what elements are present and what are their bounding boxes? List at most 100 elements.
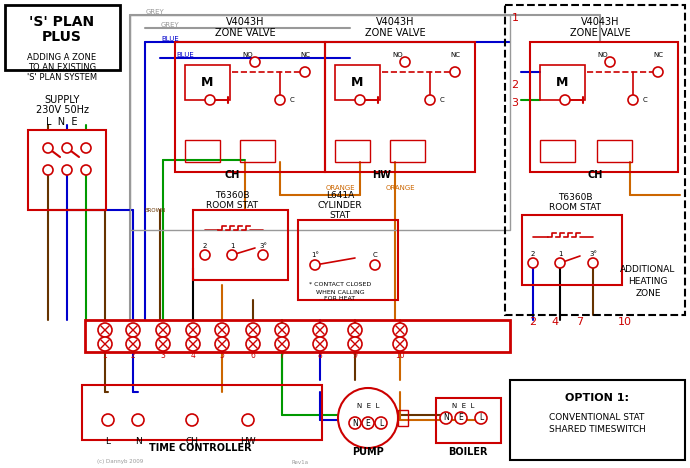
Text: 1: 1 [558, 251, 562, 257]
Circle shape [98, 337, 112, 351]
Text: N: N [352, 418, 358, 427]
Text: N  E  L: N E L [452, 403, 474, 409]
Text: L: L [106, 438, 110, 446]
Circle shape [313, 323, 327, 337]
Text: 2: 2 [130, 351, 135, 359]
Text: N  E  L: N E L [357, 403, 380, 409]
Circle shape [227, 250, 237, 260]
Circle shape [215, 337, 229, 351]
Text: PUMP: PUMP [352, 447, 384, 457]
Text: 3°: 3° [589, 251, 597, 257]
Text: 3°: 3° [259, 243, 267, 249]
Text: T6360B: T6360B [558, 193, 592, 203]
Text: 6: 6 [250, 351, 255, 359]
Bar [335, 65, 380, 100]
Circle shape [400, 57, 410, 67]
Bar [522, 215, 622, 285]
Text: ORANGE: ORANGE [385, 185, 415, 191]
Circle shape [156, 323, 170, 337]
Text: C: C [440, 97, 444, 103]
Text: 10: 10 [395, 351, 405, 359]
Text: 4: 4 [551, 317, 559, 327]
Bar [335, 140, 370, 162]
Text: 10: 10 [618, 317, 632, 327]
Text: 9: 9 [353, 351, 357, 359]
Text: 3: 3 [511, 98, 518, 108]
Circle shape [338, 388, 398, 448]
Circle shape [375, 417, 387, 429]
Text: ZONE VALVE: ZONE VALVE [215, 28, 275, 38]
Text: ROOM STAT: ROOM STAT [549, 204, 601, 212]
Text: BLUE: BLUE [176, 52, 194, 58]
Circle shape [370, 260, 380, 270]
Text: PLUS: PLUS [42, 30, 82, 44]
Circle shape [393, 323, 407, 337]
Circle shape [275, 323, 289, 337]
Circle shape [475, 412, 487, 424]
Bar [193, 210, 288, 280]
Text: 'S' PLAN: 'S' PLAN [30, 15, 95, 29]
Text: E: E [459, 414, 464, 423]
Circle shape [653, 67, 663, 77]
Bar [540, 140, 575, 162]
Bar [597, 140, 632, 162]
Text: 1: 1 [230, 243, 234, 249]
Circle shape [440, 412, 452, 424]
Text: 7: 7 [576, 317, 584, 327]
Circle shape [300, 67, 310, 77]
Circle shape [132, 414, 144, 426]
Circle shape [102, 414, 114, 426]
Text: ZONE: ZONE [635, 290, 661, 299]
Bar [298, 220, 398, 300]
Text: ROOM STAT: ROOM STAT [206, 200, 258, 210]
Text: STAT: STAT [329, 211, 351, 219]
Text: M: M [351, 75, 363, 88]
Circle shape [126, 337, 140, 351]
Text: C: C [373, 252, 377, 258]
Circle shape [560, 95, 570, 105]
Circle shape [43, 143, 53, 153]
Circle shape [555, 258, 565, 268]
Text: N: N [443, 414, 449, 423]
Text: NO: NO [393, 52, 404, 58]
Text: L641A: L641A [326, 190, 354, 199]
Circle shape [186, 323, 200, 337]
Text: 'S' PLAN SYSTEM: 'S' PLAN SYSTEM [27, 73, 97, 81]
Bar [240, 140, 275, 162]
Text: CYLINDER: CYLINDER [317, 200, 362, 210]
Text: C: C [642, 97, 647, 103]
Text: V4043H: V4043H [226, 17, 264, 27]
Circle shape [246, 323, 260, 337]
Circle shape [246, 337, 260, 351]
Text: CONVENTIONAL STAT: CONVENTIONAL STAT [549, 414, 644, 423]
Bar [505, 5, 685, 315]
Text: 1: 1 [511, 13, 518, 23]
Text: Rev1a: Rev1a [291, 460, 308, 465]
Text: L  N  E: L N E [46, 117, 78, 127]
Circle shape [250, 57, 260, 67]
Text: ADDITIONAL: ADDITIONAL [620, 265, 676, 275]
Text: ZONE VALVE: ZONE VALVE [570, 28, 630, 38]
Circle shape [200, 250, 210, 260]
Text: HW: HW [373, 170, 391, 180]
Circle shape [186, 414, 198, 426]
Circle shape [528, 258, 538, 268]
Text: 1: 1 [103, 351, 108, 359]
Circle shape [186, 337, 200, 351]
Circle shape [43, 165, 53, 175]
Bar [185, 140, 220, 162]
Bar [530, 42, 678, 172]
Circle shape [275, 337, 289, 351]
Text: CH: CH [224, 170, 239, 180]
Circle shape [242, 414, 254, 426]
Circle shape [81, 143, 91, 153]
Text: GREY: GREY [146, 9, 164, 15]
Text: N: N [135, 438, 141, 446]
Text: L: L [479, 414, 483, 423]
Text: WHEN CALLING: WHEN CALLING [316, 290, 364, 294]
Bar [175, 42, 325, 172]
Text: * CONTACT CLOSED: * CONTACT CLOSED [309, 283, 371, 287]
Text: TO AN EXISTING: TO AN EXISTING [28, 63, 96, 72]
Text: 2: 2 [511, 80, 519, 90]
Text: ORANGE: ORANGE [325, 185, 355, 191]
